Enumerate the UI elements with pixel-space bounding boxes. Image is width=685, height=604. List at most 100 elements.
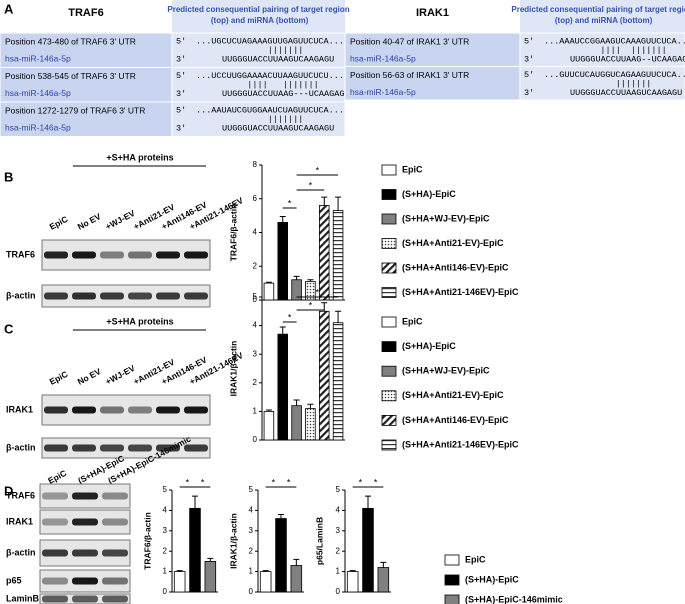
band-label: β-actin [6,442,36,452]
label-cell [344,66,521,101]
sequence-cell [519,32,685,67]
band [42,577,68,585]
y-tick-label: 5 [253,292,258,301]
band [72,251,96,259]
prime-label: 5' [524,70,534,80]
y-tick-label: 5 [163,485,168,494]
band [128,406,152,414]
gene-title: IRAK1 [416,7,449,19]
band-label: IRAK1 [6,516,33,526]
prime-label: 5' [176,36,186,46]
band [42,518,68,526]
y-tick-label: 1 [336,567,341,576]
bar [346,571,359,593]
blot-frame [41,284,211,308]
legend-swatch [381,189,397,200]
band-label: β-actin [6,290,36,300]
legend-label: EpiC [402,316,423,326]
band [184,444,208,452]
legend-label: (S+HA+Anti21-146EV)-EpiC [402,287,519,297]
legend-label: (S+HA)-EpiC [402,189,456,199]
panel-label: A [4,1,14,16]
band-label: β-actin [6,547,36,557]
bar [263,410,275,441]
prime-label: 3' [176,89,186,99]
y-tick-label: 3 [249,526,254,535]
sequence-cell [171,32,346,68]
bar [263,282,275,301]
mirna-seq: UUGGGUACCUUAAGUCAAGAGU [222,123,334,133]
target-seq: ...GUUCUCAUGGUCAGAAGUUCUCA... [544,70,685,80]
mirna-name: hsa-miR-146a-5p [5,53,71,63]
y-tick-label: 0 [253,435,258,444]
error-bar [176,570,183,572]
legend-swatch [381,341,397,353]
band [102,577,128,585]
legend-label: EpiC [465,554,486,564]
y-axis-label: TRAF6/β-actin [228,204,238,262]
band [184,292,208,300]
error-bar [321,196,328,206]
y-axis-label: p65/LaminB [314,517,324,565]
sequence-cell [519,66,685,101]
y-tick-label: 2 [336,546,341,555]
panel-label: B [4,169,13,184]
error-bar [192,495,198,509]
band-label: IRAK1 [6,404,33,414]
table-header: Predicted consequential pairing of targe… [167,5,349,25]
error-bar [207,557,214,562]
y-axis-label: TRAF6/β-actin [142,512,152,570]
error-bar [349,570,356,572]
legend-label: (S+HA+WJ-EV)-EpiC [402,213,490,223]
band [102,492,128,500]
band [100,406,124,414]
significance-star: * [288,312,292,322]
lane-label: +WJ-EV [104,363,137,387]
prime-label: 3' [524,54,534,64]
target-seq: ...UCCUUGGAAAACUUAAGUUCUCU... [196,71,344,81]
y-tick-label: 1 [249,567,254,576]
band [72,292,96,300]
label-cell [0,32,173,68]
bar [204,561,217,593]
legend-swatch [381,238,397,249]
bar [319,205,330,301]
band [72,577,98,585]
y-tick-label: 0 [336,587,341,596]
significance-star: * [316,165,320,175]
pairing: ||||||| [580,79,651,89]
error-bar [365,495,371,509]
significance-star: * [186,477,190,487]
pairing: |||| ||||||| [580,45,667,55]
band [102,518,128,526]
error-bar [279,326,286,335]
legend-swatch [381,414,397,426]
target-seq: ...AAAUCCGGAAGUCAAAGUUCUCA... [544,36,685,46]
error-bar [335,310,342,323]
significance-star: * [309,300,313,310]
bar [277,221,288,301]
legend-label: (S+HA)-EpiC [402,341,456,351]
error-bar [380,561,387,568]
legend-label: EpiC [402,164,423,174]
y-tick-label: 3 [253,349,258,358]
blot-frame [41,437,211,459]
significance-star: * [272,477,276,487]
bar [291,405,302,441]
target-seq: ...AAUAUCGUGGAAUCUAGUUCUCA... [196,105,344,115]
y-tick-label: 3 [336,526,341,535]
y-tick-label: 5 [336,485,341,494]
legend-label: (S+HA+Anti146-EV)-EpiC [402,415,509,425]
panel-label: C [4,321,14,336]
bar [259,571,272,593]
prime-label: 3' [176,123,186,133]
site-position: Position 40-47 of IRAK1 3' UTR [350,36,469,46]
y-tick-label: 0 [253,295,258,304]
panel-label: D [4,483,13,498]
band [184,406,208,414]
table-header: Predicted consequential pairing of targe… [511,5,685,25]
prime-label: 5' [176,71,186,81]
band [156,444,180,452]
legend-swatch [444,574,460,586]
legend-swatch [381,439,397,451]
